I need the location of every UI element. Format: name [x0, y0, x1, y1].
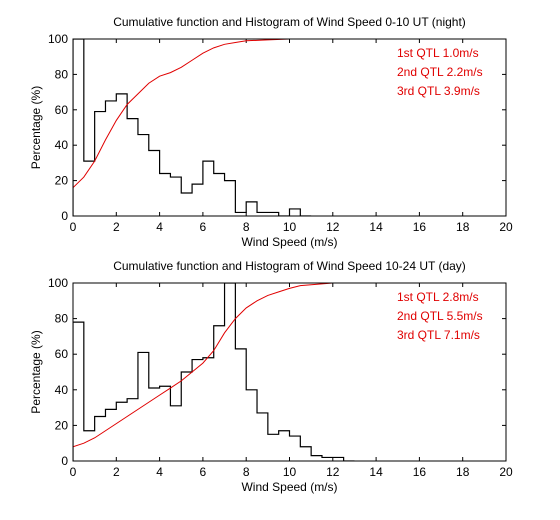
quartile-annotation: 3rd QTL 7.1m/s — [397, 328, 480, 342]
chart-title: Cumulative function and Histogram of Win… — [113, 15, 466, 29]
y-tick-label: 20 — [55, 174, 69, 188]
x-tick-label: 4 — [156, 220, 163, 234]
series-group — [73, 39, 506, 216]
x-tick-label: 16 — [413, 220, 427, 234]
histogram-series — [73, 283, 355, 461]
histogram-series — [73, 39, 312, 216]
x-tick-label: 14 — [369, 465, 383, 479]
x-tick-label: 20 — [499, 465, 513, 479]
y-tick-label: 60 — [55, 103, 69, 117]
x-tick-label: 0 — [70, 465, 77, 479]
y-axis-label: Percentage (%) — [29, 330, 43, 413]
y-tick-label: 20 — [55, 418, 69, 432]
cumulative-series — [73, 283, 506, 448]
x-tick-label: 4 — [156, 465, 163, 479]
y-tick-label: 0 — [61, 454, 68, 468]
x-tick-label: 12 — [326, 465, 340, 479]
x-tick-label: 8 — [243, 220, 250, 234]
chart-panel-1: Cumulative function and Histogram of Win… — [29, 15, 513, 249]
x-tick-label: 6 — [200, 465, 207, 479]
series-group — [73, 283, 506, 461]
y-tick-label: 0 — [61, 209, 68, 223]
x-tick-label: 18 — [456, 465, 470, 479]
x-tick-label: 2 — [113, 465, 120, 479]
x-tick-label: 14 — [369, 220, 383, 234]
y-tick-label: 80 — [55, 312, 69, 326]
x-tick-label: 2 — [113, 220, 120, 234]
x-axis-label: Wind Speed (m/s) — [241, 235, 337, 249]
x-tick-label: 16 — [413, 465, 427, 479]
y-tick-label: 80 — [55, 67, 69, 81]
quartile-annotation: 1st QTL 2.8m/s — [397, 290, 479, 304]
quartile-annotation: 2nd QTL 5.5m/s — [397, 309, 483, 323]
axes-box — [72, 38, 507, 217]
chart-title: Cumulative function and Histogram of Win… — [113, 259, 466, 273]
chart-panel-2: Cumulative function and Histogram of Win… — [29, 259, 513, 494]
x-axis-label: Wind Speed (m/s) — [241, 480, 337, 494]
quartile-annotation: 1st QTL 1.0m/s — [397, 46, 479, 60]
x-tick-label: 10 — [283, 220, 297, 234]
y-tick-label: 40 — [55, 138, 69, 152]
x-tick-label: 0 — [70, 220, 77, 234]
plot-area — [73, 39, 506, 216]
cumulative-series — [73, 39, 506, 189]
y-tick-label: 40 — [55, 383, 69, 397]
x-tick-label: 20 — [499, 220, 513, 234]
x-tick-label: 6 — [200, 220, 207, 234]
x-tick-label: 12 — [326, 220, 340, 234]
y-tick-label: 60 — [55, 347, 69, 361]
y-axis-label: Percentage (%) — [29, 86, 43, 169]
quartile-annotation: 3rd QTL 3.9m/s — [397, 84, 480, 98]
x-tick-label: 8 — [243, 465, 250, 479]
x-tick-label: 10 — [283, 465, 297, 479]
y-tick-label: 100 — [48, 32, 68, 46]
quartile-annotation: 2nd QTL 2.2m/s — [397, 65, 483, 79]
x-tick-label: 18 — [456, 220, 470, 234]
axes-box — [72, 282, 507, 462]
y-tick-label: 100 — [48, 276, 68, 290]
